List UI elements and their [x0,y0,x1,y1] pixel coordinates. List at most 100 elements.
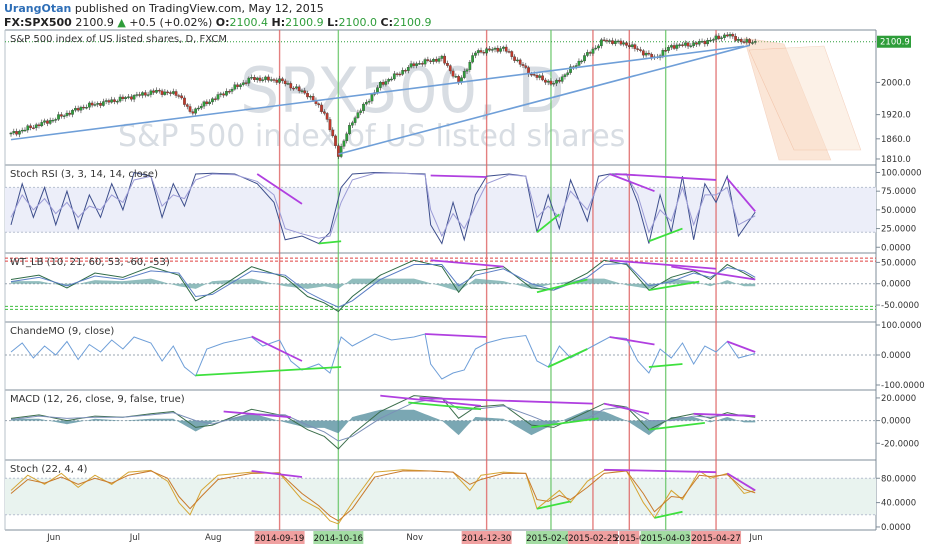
candle [124,97,128,100]
candle [381,81,385,85]
candle [378,81,382,88]
divergence-line-bull [654,510,683,519]
candle [538,75,542,78]
watermark-name: S&P 500 index of US listed shares [118,119,625,154]
candle [306,92,309,98]
author-link[interactable]: UrangOtan [4,2,72,15]
candle [68,112,72,115]
date-marker-label: 2015-02-02 [526,534,575,544]
candle [695,42,698,45]
divergence-line-bear [604,468,717,474]
candle [448,65,452,72]
candle [700,41,704,43]
ohlc-line: FX:SPX500 2100.9 ▲ +0.5 (+0.02%) O:2100.… [4,16,432,30]
pane-title-4: MACD (12, 26, close, 9, false, true) [10,394,185,405]
candle [247,77,251,84]
candle [174,91,178,96]
candle [353,117,357,123]
candle [644,52,648,56]
candle [286,83,290,85]
y-tick-label: 0.0000 [881,243,911,253]
candle [613,40,617,44]
candle [342,140,346,147]
candle [641,50,645,56]
candle [289,83,293,89]
candle [669,45,673,48]
candle [239,84,242,87]
series-line-macd [10,395,756,450]
candle [392,73,396,80]
candle [734,36,737,41]
candle [241,82,245,85]
y-tick-label: 0.0000 [881,280,911,290]
candle [502,46,505,49]
candle [714,35,718,40]
candle [420,63,424,65]
pane-title-1: Stoch RSI (3, 3, 14, 14, close) [10,169,158,180]
candle [440,55,444,59]
divergence-line-bull [318,240,342,245]
high-label: H: [271,16,286,29]
candle [471,55,474,63]
candle [118,96,122,102]
candle [462,71,466,78]
candle [616,40,620,43]
candle [146,94,150,96]
y-tick-label: 100.0000 [881,168,922,178]
candle [681,44,684,46]
projection-fan [743,37,832,161]
candle [253,77,256,80]
date-marker-box [525,531,576,544]
divergence-line-bear [615,173,717,181]
divergence-line-bull [648,280,700,292]
candle [530,73,533,76]
candle [255,77,259,80]
candle [633,44,637,49]
candle [160,90,164,95]
candle [384,81,388,85]
chart-header: UrangOtan published on TradingView.com, … [4,2,432,30]
divergence-line-bear [609,259,717,270]
symbol-label[interactable]: FX:SPX500 [4,16,72,29]
candle [115,100,119,103]
candle [350,122,354,126]
date-marker-label: 2014-12-30 [462,534,511,544]
candle [739,38,743,42]
candle [29,125,32,128]
candle [605,40,609,42]
y-tick-label: 0.0000 [881,523,911,533]
candle [317,103,321,106]
candle [129,96,133,100]
divergence-line-bull [648,421,705,431]
candle [577,60,581,66]
y-tick-label: 20.0000 [881,394,916,404]
divergence-line-bear [425,333,487,338]
candle [387,79,391,82]
pane-title-0: S&P 500 index of US listed shares, D, FX… [10,34,227,45]
divergence-line-bear [726,472,756,492]
low-value: 2100.0 [338,16,378,29]
divergence-line-bull [195,366,342,377]
publish-line: UrangOtan published on TradingView.com, … [4,2,432,16]
candle [348,125,351,134]
candle [15,131,18,135]
series-line-wt2 [10,262,756,308]
candle [591,48,595,54]
candle [552,83,556,85]
candle [720,37,723,39]
trendline [10,45,745,141]
candle [250,77,253,79]
y-tick-label: 40.0000 [881,499,916,509]
candle [359,110,363,113]
candle [468,61,472,70]
date-marker-label: 2015-0 [614,534,644,544]
y-tick-label: 0.0000 [881,351,911,361]
y-tick-label: 50.0000 [881,258,916,268]
candle [166,91,170,94]
candle [48,120,52,124]
series-line-wt1 [10,259,756,313]
candle [406,67,410,71]
candle [697,41,701,45]
candle [490,49,494,51]
